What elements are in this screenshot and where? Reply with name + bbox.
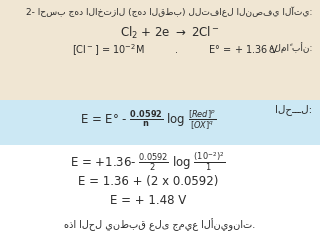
Text: Cl$_2$ + 2e $\rightarrow$ 2Cl$^-$: Cl$_2$ + 2e $\rightarrow$ 2Cl$^-$ xyxy=(120,25,220,41)
Text: هذا الحل ينطبق على جميع الأنيونات.: هذا الحل ينطبق على جميع الأنيونات. xyxy=(64,218,256,231)
Text: الحـــل:: الحـــل: xyxy=(275,104,312,115)
FancyBboxPatch shape xyxy=(0,0,320,100)
Text: 2- احسب جهد الاختزال (جهد القطب) للتفاعل النصفي الآتي:: 2- احسب جهد الاختزال (جهد القطب) للتفاعل… xyxy=(26,7,312,18)
Text: علماً بأن:: علماً بأن: xyxy=(268,42,312,53)
Text: E = +1.36- $\frac{0.0592}{2}$ log $\frac{(10^{-2})^2}{1}$: E = +1.36- $\frac{0.0592}{2}$ log $\frac… xyxy=(70,150,226,173)
Text: [Cl$^-$] = 10$^{-2}$M          .          E° = + 1.36 V: [Cl$^-$] = 10$^{-2}$M . E° = + 1.36 V xyxy=(72,42,278,58)
Text: E = + 1.48 V: E = + 1.48 V xyxy=(110,194,186,207)
Text: E = E° - $\mathbf{\frac{0.0592}{n}}$ log $\frac{[Red]^p}{[OX]^q}$: E = E° - $\mathbf{\frac{0.0592}{n}}$ log… xyxy=(80,109,216,132)
FancyBboxPatch shape xyxy=(0,145,320,240)
FancyBboxPatch shape xyxy=(0,100,320,145)
Text: E = 1.36 + (2 x 0.0592): E = 1.36 + (2 x 0.0592) xyxy=(78,175,218,188)
